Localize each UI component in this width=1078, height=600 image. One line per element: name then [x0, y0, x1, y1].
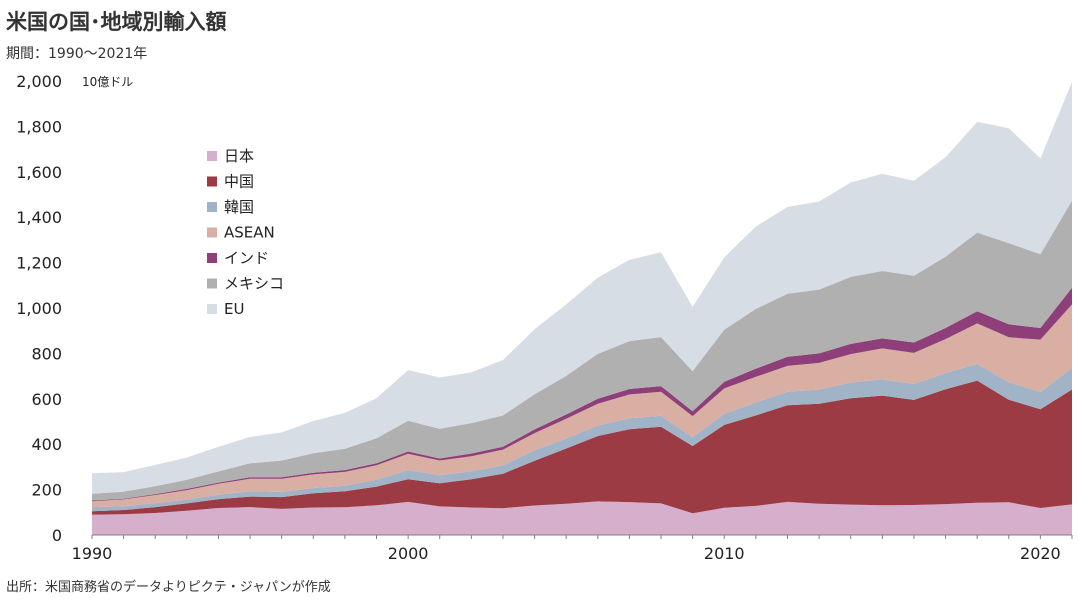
- legend-swatch: [207, 202, 217, 212]
- area-series-2: [92, 363, 1072, 512]
- y-tick-label: 1,000: [16, 299, 62, 318]
- legend-swatch: [207, 253, 217, 263]
- chart-subtitle: 期間：1990～2021年: [6, 46, 148, 62]
- y-tick-label: 400: [31, 435, 62, 454]
- y-tick-label: 0: [52, 526, 62, 545]
- legend-swatch: [207, 304, 217, 314]
- y-tick-label: 1,800: [16, 117, 62, 136]
- y-unit-label: 10億ドル: [82, 75, 133, 89]
- legend-label: ASEAN: [224, 224, 275, 242]
- legend-swatch: [207, 151, 217, 161]
- source-note: 出所：米国商務省のデータよりピクテ・ジャパンが作成: [6, 580, 331, 595]
- y-axis: 0 200 400 600 800 1,000 1,200 1,400 1,600 1,800 2,…: [16, 72, 62, 545]
- y-tick-label: 1,200: [16, 254, 62, 273]
- legend-label: EU: [224, 300, 244, 318]
- y-tick-label: 800: [31, 344, 62, 363]
- y-tick-label: 1,400: [16, 208, 62, 227]
- y-tick-label: 1,600: [16, 163, 62, 182]
- area-layers: [92, 81, 1072, 535]
- legend-label: 韓国: [224, 198, 254, 216]
- x-tick-label: 2010: [704, 544, 745, 563]
- y-tick-label: 600: [31, 390, 62, 409]
- legend-label: インド: [224, 249, 269, 267]
- area-series-0: [92, 501, 1072, 535]
- x-axis: 1990 2000 2010 2020: [72, 534, 1073, 563]
- x-tick-label: 2000: [388, 544, 429, 563]
- legend-label: 日本: [224, 147, 254, 165]
- x-tick-label: 2020: [1020, 544, 1061, 563]
- legend-label: メキシコ: [224, 275, 284, 293]
- legend-swatch: [207, 176, 217, 187]
- y-tick-label: 200: [31, 481, 62, 500]
- chart-title: 米国の国･地域別輸入額: [6, 10, 227, 34]
- legend-swatch: [207, 227, 217, 238]
- legend-label: 中国: [224, 173, 254, 191]
- area-series-1: [92, 380, 1072, 515]
- legend-swatch: [207, 278, 217, 289]
- x-tick-label: 1990: [72, 544, 113, 563]
- y-tick-label: 2,000: [16, 72, 62, 91]
